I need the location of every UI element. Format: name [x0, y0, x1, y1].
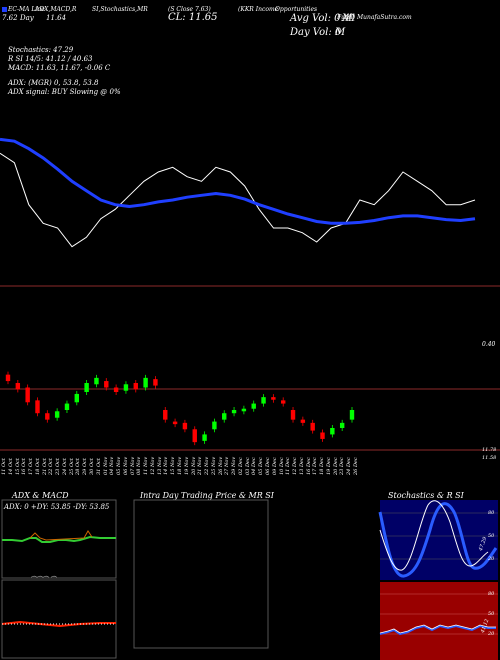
- candle-body: [202, 434, 207, 441]
- header-label-ema: EC-MA Line: [8, 6, 45, 13]
- close-value: CL: 11.65: [168, 12, 218, 23]
- header-label-site: Fund) MunafaSutra.com: [337, 14, 412, 21]
- candle-body: [143, 377, 148, 388]
- candle-body: [261, 397, 266, 404]
- rsi-white-line: [379, 624, 496, 634]
- close-price-line: [0, 152, 476, 248]
- adx-panel-title: ADX & MACD: [12, 491, 69, 500]
- adx-readout: ADX: (MGR) 0, 53.8, 53.8: [8, 79, 99, 87]
- candle-body: [5, 374, 11, 382]
- candle-body: [300, 419, 306, 423]
- candle-body: [290, 410, 296, 420]
- mrsi-panel-frame: [133, 499, 269, 649]
- adx-orange-line: [29, 530, 93, 541]
- candle-body: [231, 410, 237, 414]
- price-line-chart: [0, 137, 500, 287]
- day-text: Day: [20, 14, 34, 22]
- candle-body: [222, 413, 227, 420]
- rsi-axis-80: 80: [488, 591, 495, 597]
- stoch-axis-80: 80: [488, 510, 495, 516]
- candle-body: [104, 381, 109, 388]
- day-volume: Day Vol: 0: [290, 27, 342, 38]
- header-label-fund: (KKR Income: [238, 6, 279, 13]
- macd-red-line: [1, 620, 116, 628]
- rsi-axis-20: 20: [488, 631, 495, 637]
- candle-body: [251, 403, 256, 409]
- candle-body: [133, 383, 138, 390]
- rsi-panel-bg: [380, 582, 498, 660]
- avg-volume: Avg Vol: 0.41: [290, 13, 357, 24]
- candle-body: [15, 383, 21, 390]
- candle-body: [349, 410, 355, 420]
- stoch-white-line: [379, 500, 489, 571]
- candle-body: [64, 403, 70, 410]
- candle-body: [123, 384, 129, 391]
- rsi-readout: R SI 14/5: 41.12 / 40.63: [8, 55, 93, 63]
- header-label-opportunities: Opportunities: [275, 6, 318, 13]
- adx-strip-labels: ⌒⌒⌒ ⌒: [30, 575, 57, 583]
- candle-body: [74, 393, 79, 403]
- candle-body: [212, 421, 217, 430]
- candle-body: [25, 387, 30, 403]
- header-label-stochastics: SI,Stochastics,MR: [92, 6, 148, 13]
- stoch-panel-title: Stochastics & R SI: [388, 491, 464, 500]
- day-value: 11.64: [46, 14, 67, 22]
- avg-volume-unit: M: [342, 13, 353, 24]
- candle-axis-label-top: 11.78: [482, 447, 497, 453]
- stoch-axis-50: 50: [488, 533, 495, 539]
- macd-panel-frame: [1, 579, 117, 659]
- stoch-axis-20: 20: [488, 556, 495, 562]
- candle-axis-label-bottom: 11.58: [482, 455, 497, 461]
- candle-body: [163, 410, 168, 420]
- candle-body: [281, 400, 286, 404]
- candle-body: [271, 397, 276, 400]
- candle-body: [153, 379, 158, 386]
- day-volume-unit: M: [335, 27, 346, 38]
- ema-line: [0, 137, 476, 225]
- header-label-close: (S Close 7.63): [168, 6, 211, 13]
- candle-body: [35, 400, 40, 414]
- stochastics-readout: Stochastics: 47.29: [8, 46, 74, 54]
- day-label: 7.62: [2, 14, 18, 22]
- candle-body: [54, 411, 60, 418]
- candlestick-chart: [0, 371, 500, 451]
- adx-green-line: [2, 535, 116, 543]
- candle-body: [320, 432, 325, 439]
- header-label-indicators: ADX,MACD,R: [35, 6, 77, 13]
- price-axis-label: 0.40: [482, 341, 496, 348]
- candle-body: [241, 408, 247, 412]
- candle-body: [310, 422, 315, 431]
- candle-body: [192, 429, 197, 443]
- macd-readout: MACD: 11.63, 11.67, -0.06 C: [8, 64, 111, 72]
- candle-body: [113, 387, 119, 392]
- candle-body: [339, 422, 345, 428]
- rsi-axis-50: 50: [488, 611, 495, 617]
- candle-body: [94, 377, 99, 385]
- mrsi-panel-title: Intra Day Trading Price & MR SI: [140, 491, 274, 500]
- legend-marker: [2, 7, 7, 12]
- candle-body: [182, 422, 188, 430]
- adx-signal-readout: ADX signal: BUY Slowing @ 0%: [8, 88, 121, 96]
- stoch-blue-line: [378, 502, 498, 578]
- candle-body: [330, 428, 335, 435]
- rsi-blue-line: [379, 624, 496, 636]
- candle-body: [45, 413, 50, 420]
- candle-body: [84, 383, 89, 392]
- adx-values-readout: ADX: 0 +DY: 53.85 -DY: 53.85: [4, 503, 110, 511]
- candle-body: [172, 421, 178, 425]
